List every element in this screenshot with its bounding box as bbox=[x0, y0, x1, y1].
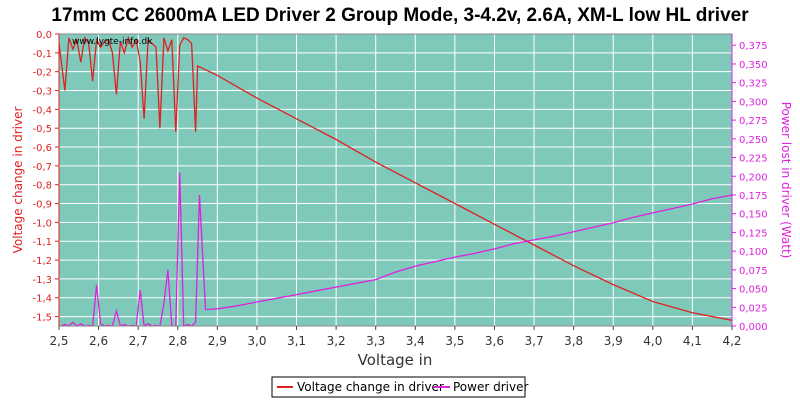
x-tick-label-6: 3,1 bbox=[287, 334, 306, 348]
y-right-tick-label-11: 0,275 bbox=[739, 116, 768, 127]
y-left-tick-label-6: -0,6 bbox=[32, 143, 52, 154]
x-tick-label-16: 4,1 bbox=[683, 334, 702, 348]
y-right-tick-label-9: 0,225 bbox=[739, 154, 768, 165]
y-right-tick-label-0: 0,000 bbox=[739, 322, 768, 333]
x-tick-label-7: 3,2 bbox=[327, 334, 346, 348]
plot-area bbox=[59, 34, 732, 326]
series-line-power-driver bbox=[60, 172, 732, 326]
series-line-voltage-change bbox=[59, 35, 732, 321]
y-axis-right-label: Power lost in driver (Watt) bbox=[779, 102, 793, 259]
y-right-tick-label-6: 0,150 bbox=[739, 210, 768, 221]
y-right-tick-label-8: 0,200 bbox=[739, 172, 768, 183]
y-right-tick-label-13: 0,325 bbox=[739, 79, 768, 90]
y-axis-left: 0,0 -0,1 -0,2 -0,3 -0,4 -0,5 -0,6 -0,7 -0,8 -0,9 -… bbox=[32, 30, 60, 326]
y-axis-left-label: Voltage change in driver bbox=[11, 107, 25, 254]
y-right-tick-label-14: 0,350 bbox=[739, 60, 768, 71]
x-tick-label-14: 3,9 bbox=[604, 334, 623, 348]
x-tick-label-13: 3,8 bbox=[564, 334, 583, 348]
x-tick-label-15: 4,0 bbox=[643, 334, 662, 348]
x-tick-label-1: 2,6 bbox=[89, 334, 108, 348]
legend: Voltage change in driver Power driver bbox=[271, 376, 528, 398]
x-tick-label-12: 3,7 bbox=[525, 334, 544, 348]
y-left-tick-label-9: -0,9 bbox=[32, 200, 52, 211]
x-tick-label-4: 2,9 bbox=[208, 334, 227, 348]
y-right-tick-label-10: 0,250 bbox=[739, 135, 768, 146]
y-left-tick-label-5: -0,5 bbox=[32, 124, 52, 135]
x-tick-label-11: 3,6 bbox=[485, 334, 504, 348]
y-left-tick-label-13: -1,3 bbox=[32, 275, 52, 286]
y-right-tick-label-3: 0,075 bbox=[739, 266, 768, 277]
y-left-tick-label-12: -1,2 bbox=[32, 256, 52, 267]
y-right-tick-label-7: 0,175 bbox=[739, 191, 768, 202]
series-layer bbox=[59, 35, 732, 326]
y-left-tick-label-14: -1,4 bbox=[32, 294, 52, 305]
y-left-tick-label-10: -1,0 bbox=[32, 218, 52, 229]
x-tick-label-2: 2,7 bbox=[129, 334, 148, 348]
watermark: www.lygte-info.dk bbox=[72, 37, 153, 47]
x-axis-label: Voltage in bbox=[358, 351, 433, 369]
y-left-tick-label-4: -0,4 bbox=[32, 105, 52, 116]
y-left-tick-label-11: -1,1 bbox=[32, 237, 52, 248]
legend-label-voltage-change: Voltage change in driver bbox=[297, 380, 444, 394]
x-tick-label-3: 2,8 bbox=[168, 334, 187, 348]
y-left-tick-label-3: -0,3 bbox=[32, 87, 52, 98]
x-tick-label-5: 3,0 bbox=[247, 334, 266, 348]
y-right-tick-label-2: 0,050 bbox=[739, 285, 768, 296]
y-right-tick-label-4: 0,100 bbox=[739, 247, 768, 258]
y-left-tick-label-2: -0,2 bbox=[32, 68, 52, 79]
y-axis-right: 0,000 0,025 0,050 0,075 0,100 0,125 0,150 0,175… bbox=[731, 34, 768, 333]
y-left-tick-label-1: -0,1 bbox=[32, 49, 52, 60]
legend-box bbox=[271, 376, 526, 398]
x-tick-label-0: 2,5 bbox=[49, 334, 68, 348]
x-tick-label-9: 3,4 bbox=[406, 334, 425, 348]
y-left-tick-label-0: 0,0 bbox=[36, 30, 52, 41]
y-right-tick-label-1: 0,025 bbox=[739, 303, 768, 314]
x-tick-label-8: 3,3 bbox=[366, 334, 385, 348]
y-left-tick-label-15: -1,5 bbox=[32, 313, 52, 324]
grid bbox=[58, 33, 733, 326]
y-right-tick-label-12: 0,300 bbox=[739, 97, 768, 108]
y-right-tick-label-15: 0,375 bbox=[739, 41, 768, 52]
chart-title: 17mm CC 2600mA LED Driver 2 Group Mode, … bbox=[51, 5, 749, 26]
x-axis: 2,5 2,6 2,7 2,8 2,9 3,0 3,1 3,2 3,3 3,4 3,5 3,6 3,7 3… bbox=[49, 326, 742, 348]
y-right-tick-label-5: 0,125 bbox=[739, 228, 768, 239]
x-tick-label-17: 4,2 bbox=[722, 334, 741, 348]
x-tick-label-10: 3,5 bbox=[445, 334, 464, 348]
y-left-tick-label-7: -0,7 bbox=[32, 162, 52, 173]
y-left-tick-label-8: -0,8 bbox=[32, 181, 52, 192]
legend-label-power-driver: Power driver bbox=[453, 380, 528, 394]
